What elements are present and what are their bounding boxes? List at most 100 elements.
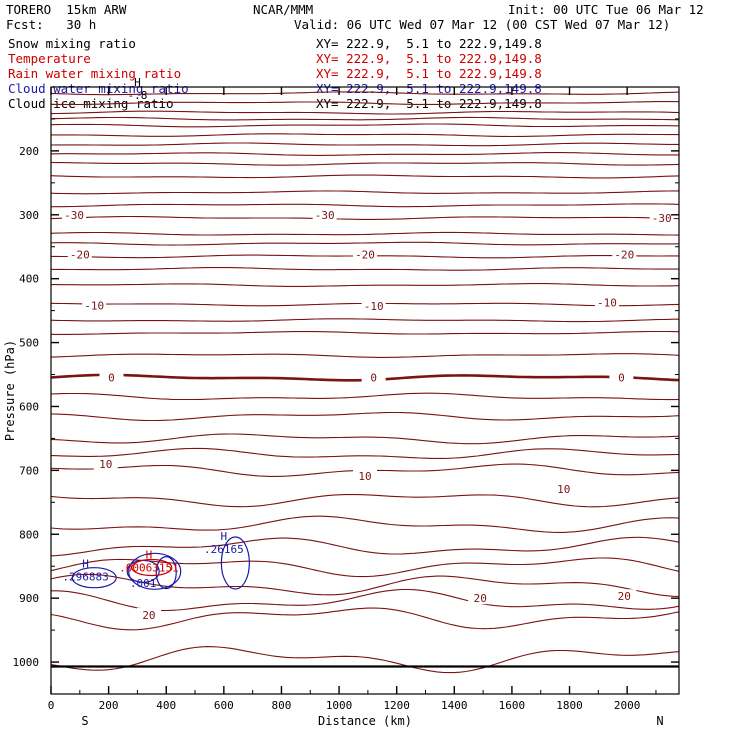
maximum-symbol: H (221, 530, 228, 543)
contour-label: 10 (557, 483, 570, 496)
contour-label-bg (62, 207, 87, 221)
isotherm-line (51, 152, 679, 156)
cloud-water-contour (155, 555, 177, 590)
init-time: Init: 00 UTC Tue 06 Mar 12 (508, 2, 704, 17)
plot-frame (50, 86, 680, 695)
y-tick-label: 1000 (13, 656, 40, 669)
isotherm-line (50, 557, 680, 578)
contour-label: -30 (64, 209, 84, 222)
legend-snow-xy: XY= 222.9, 5.1 to 222.9,149.8 (316, 36, 542, 51)
contour-label-group: -30 -30 -30 -20 -20 -20 -10 -10 -10 0 0 0 10 10 10 20 20… (62, 76, 674, 622)
contour-label: -30 (652, 212, 672, 225)
x-tick-label: 1000 (326, 699, 353, 712)
isotherm-line (50, 573, 680, 598)
isotherm-line (50, 447, 680, 459)
maximum-value: .26165 (204, 543, 244, 556)
x-tick-label: 2000 (614, 699, 641, 712)
y-tick-label: 800 (19, 528, 39, 541)
isotherm-line (50, 536, 680, 557)
isotherm-line (50, 330, 680, 335)
isotherm-line (50, 607, 680, 631)
contour-label: -20 (70, 248, 90, 261)
contour-label: 10 (358, 470, 371, 483)
x-tick-label: 0 (48, 699, 55, 712)
contour-label-bg (353, 247, 377, 261)
contour-label-bg (468, 591, 493, 605)
contour-label-bg (312, 207, 337, 221)
cloud-water-contour (128, 552, 182, 590)
contour-label-bg (82, 298, 107, 312)
isotherm-line (50, 493, 680, 508)
x-tick-label: 200 (99, 699, 119, 712)
x-axis-label: Distance (km) (318, 714, 412, 728)
isotherm-line (50, 110, 680, 115)
x-tick-label: 1200 (383, 699, 410, 712)
legend-snow: Snow mixing ratio (8, 36, 136, 51)
left-endpoint-label: S (81, 714, 88, 728)
contour-label-bg (93, 456, 118, 470)
contour-label-bg (99, 370, 124, 384)
isotherm-line (51, 267, 679, 271)
isotherm-line (50, 353, 680, 358)
contour-label-bg (551, 481, 576, 495)
contour-label-bg (136, 607, 161, 621)
isotherm-line (50, 241, 680, 246)
legend-rain: Rain water mixing ratio (8, 66, 182, 81)
isotherm-line (50, 161, 680, 166)
contour-label: 20 (474, 592, 487, 605)
contour-label: -30 (315, 209, 335, 222)
model-title: TORERO 15km ARW (6, 2, 127, 17)
y-tick-label: 900 (19, 592, 39, 605)
contour-label: 0 (370, 372, 377, 385)
isotherm-line (50, 142, 679, 147)
isotherm-line (50, 392, 680, 401)
contour-label: 0 (618, 372, 625, 385)
contour-label-bg (612, 589, 637, 603)
isotherm-line (50, 215, 680, 220)
y-tick-label: 200 (19, 145, 39, 158)
maximum-symbol: H (146, 549, 153, 562)
maximum-value: .296883 (62, 571, 108, 584)
x-tick-label: 1600 (499, 699, 526, 712)
forecast-hour: Fcst: 30 h (6, 17, 97, 32)
legend-cloud-ice-xy: XY= 222.9, 5.1 to 222.9,149.8 (316, 96, 542, 111)
y-tick-label: 400 (19, 273, 39, 286)
contour-label: 20 (618, 590, 631, 603)
contour-label-bg (609, 370, 634, 384)
isotherm-line (50, 123, 679, 128)
isotherm-line (50, 318, 679, 323)
contour-label: 10 (99, 458, 112, 471)
contour-label: 20 (142, 609, 155, 622)
isotherm-line (50, 101, 680, 106)
x-tick-label: 600 (214, 699, 234, 712)
contour-label: -10 (364, 300, 384, 313)
isotherm-line (50, 231, 680, 236)
x-tick-label: 400 (156, 699, 176, 712)
y-tick-label: 300 (19, 209, 39, 222)
x-tick-label: 800 (272, 699, 292, 712)
contour-label: -10 (84, 300, 104, 313)
valid-time: Valid: 06 UTC Wed 07 Mar 12 (00 CST Wed … (294, 17, 671, 32)
maximum-value: .00063151 (119, 562, 179, 575)
legend-cloud-water: Cloud water mixing ratio (8, 81, 189, 96)
contour-label: -20 (355, 248, 375, 261)
legend-temperature: Temperature (8, 51, 91, 66)
maximum-value: .001 (130, 577, 157, 590)
maximum-symbol: H (82, 558, 89, 571)
contour-label-bg (353, 469, 377, 483)
x-tick-label: 1800 (556, 699, 583, 712)
isotherm-line (51, 588, 680, 612)
isotherm-line (50, 174, 680, 179)
isotherm-line (50, 91, 680, 96)
isotherm-line (50, 433, 680, 445)
cloud-water-contour (71, 567, 117, 589)
y-axis-label: Pressure (hPa) (3, 340, 17, 441)
isotherm-line (50, 411, 680, 422)
contour-label: -20 (614, 248, 634, 261)
isotherm-group (50, 91, 680, 674)
y-tick-label: 500 (19, 337, 39, 350)
y-tick-label: 600 (19, 400, 39, 413)
center-title: NCAR/MMM (253, 2, 314, 17)
